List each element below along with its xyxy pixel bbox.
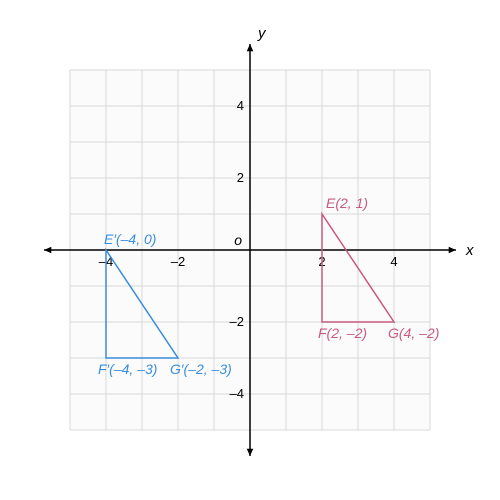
vertex-label-G: G(4, –2) [388,325,439,341]
vertex-label-F: F(2, –2) [318,325,367,341]
axis-arrowhead [449,247,456,254]
y-tick-label: –2 [230,314,244,329]
vertex-label-E': E′(–4, 0) [104,231,156,247]
y-tick-label: –4 [230,386,244,401]
x-tick-label: –2 [171,254,185,269]
coordinate-plane-chart: –4–224–4–224oxyE(2, 1)F(2, –2)G(4, –2)E′… [0,0,500,500]
chart-svg: –4–224–4–224oxyE(2, 1)F(2, –2)G(4, –2)E′… [0,0,500,500]
vertex-label-F': F′(–4, –3) [98,361,157,377]
axis-arrowhead [247,449,254,456]
y-axis-label: y [257,25,267,42]
axis-arrowhead [44,247,51,254]
y-tick-label: 2 [237,170,244,185]
y-tick-label: 4 [237,98,244,113]
origin-label: o [234,232,242,248]
vertex-label-E: E(2, 1) [326,195,368,211]
x-axis-label: x [465,242,474,259]
vertex-label-G': G′(–2, –3) [170,361,232,377]
x-tick-label: 4 [390,254,397,269]
axis-arrowhead [247,44,254,51]
